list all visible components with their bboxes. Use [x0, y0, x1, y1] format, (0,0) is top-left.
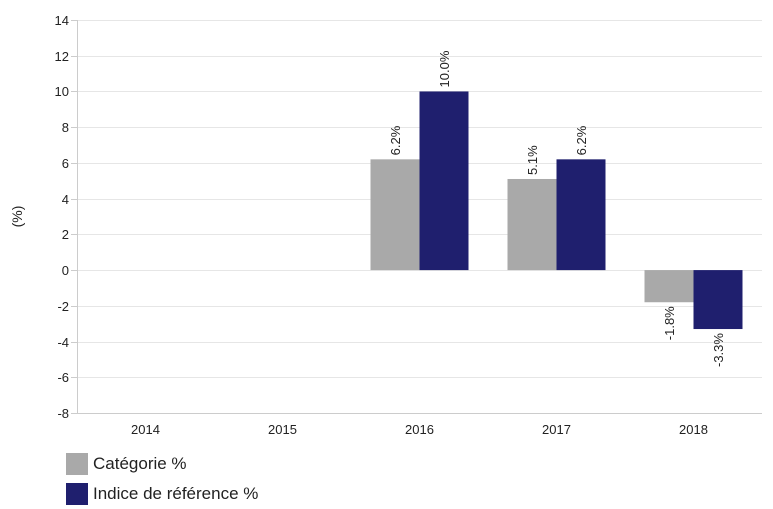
bar-2018-1	[693, 270, 743, 330]
bar-2017-0	[507, 178, 557, 271]
y-tick-label: 6	[62, 156, 69, 171]
legend-item-benchmark: Indice de référence %	[66, 479, 258, 509]
x-tick-label: 2016	[405, 422, 434, 437]
legend-label-category: Catégorie %	[93, 454, 187, 473]
y-axis-ticks: 14 12 10 8 6 4 2 0 -2 -4 -6 -8	[55, 13, 77, 421]
y-tick-label: -2	[57, 299, 69, 314]
x-tick-label: 2015	[268, 422, 297, 437]
bar-2017-1	[556, 159, 606, 271]
data-label: 6.2%	[388, 125, 403, 155]
bars	[370, 91, 743, 330]
y-tick-label: 14	[55, 13, 69, 28]
y-tick-label: -8	[57, 406, 69, 421]
y-tick-label: 2	[62, 227, 69, 242]
data-label: 6.2%	[574, 125, 589, 155]
x-tick-label: 2017	[542, 422, 571, 437]
x-tick-label: 2018	[679, 422, 708, 437]
data-label: -1.8%	[662, 306, 677, 340]
legend-label-benchmark: Indice de référence %	[93, 484, 259, 503]
x-axis-ticks: 2014 2015 2016 2017 2018	[131, 422, 708, 437]
data-label: -3.3%	[711, 333, 726, 367]
y-tick-label: 12	[55, 49, 69, 64]
legend-swatch-benchmark	[66, 483, 88, 505]
bar-2016-0	[370, 159, 420, 271]
y-tick-label: 8	[62, 120, 69, 135]
x-tick-label: 2014	[131, 422, 160, 437]
y-tick-label: 10	[55, 84, 69, 99]
bar-2016-1	[419, 91, 469, 271]
y-tick-label: 0	[62, 263, 69, 278]
y-tick-label: -6	[57, 370, 69, 385]
y-tick-label: 4	[62, 192, 69, 207]
data-labels: 6.2% 10.0% 5.1% 6.2% -1.8% -3.3%	[388, 50, 726, 367]
y-axis-title: (%)	[9, 206, 25, 228]
bar-2018-0	[644, 270, 694, 303]
data-label: 10.0%	[437, 50, 452, 87]
legend: Catégorie % Indice de référence %	[66, 449, 258, 509]
y-tick-label: -4	[57, 335, 69, 350]
legend-swatch-category	[66, 453, 88, 475]
data-label: 5.1%	[525, 145, 540, 175]
legend-item-category: Catégorie %	[66, 449, 258, 479]
bar-chart: 14 12 10 8 6 4 2 0 -2 -4 -6 -8 2014 2015 2016 2017 2018…	[9, 13, 762, 437]
